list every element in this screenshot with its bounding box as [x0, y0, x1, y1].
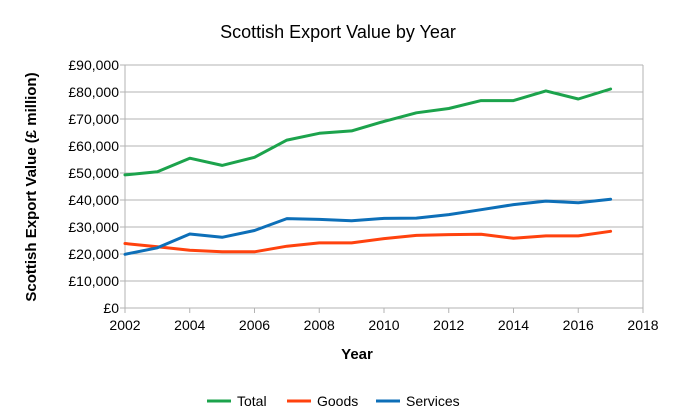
series-line-goods	[123, 229, 613, 254]
series-lines	[123, 87, 613, 256]
x-tick-label: 2012	[433, 317, 464, 333]
y-tick-label: £90,000	[68, 57, 119, 73]
y-tick-label: £50,000	[68, 165, 119, 181]
x-axis-title: Year	[341, 346, 373, 363]
series-line-services	[123, 197, 613, 256]
legend: Total Goods Services	[207, 393, 460, 409]
legend-label-services: Services	[406, 393, 460, 409]
x-tick-label: 2018	[627, 317, 658, 333]
y-tick-label: £60,000	[68, 138, 119, 154]
x-tick-label: 2002	[109, 317, 140, 333]
gridlines	[125, 64, 643, 282]
y-tick-label: £20,000	[68, 246, 119, 262]
axes: £0 £10,000 £20,000 £30,000 £40,000 £50,000 £60…	[68, 57, 658, 333]
x-tick-label: 2014	[498, 317, 529, 333]
x-tick-label: 2008	[304, 317, 335, 333]
y-tick-label: £30,000	[68, 219, 119, 235]
y-tick-label: £0	[103, 300, 119, 316]
y-tick-label: £80,000	[68, 84, 119, 100]
x-tick-label: 2006	[239, 317, 270, 333]
x-tick-label: 2016	[563, 317, 594, 333]
y-tick-label: £40,000	[68, 192, 119, 208]
y-axis-title: Scottish Export Value (£ million)	[23, 72, 40, 301]
y-tick-label: £10,000	[68, 273, 119, 289]
chart-title: Scottish Export Value by Year	[220, 22, 456, 42]
x-tick-label: 2010	[368, 317, 399, 333]
legend-label-goods: Goods	[317, 393, 358, 409]
x-tick-label: 2004	[174, 317, 205, 333]
y-tick-label: £70,000	[68, 111, 119, 127]
legend-label-total: Total	[237, 393, 267, 409]
series-line-total	[123, 87, 613, 177]
